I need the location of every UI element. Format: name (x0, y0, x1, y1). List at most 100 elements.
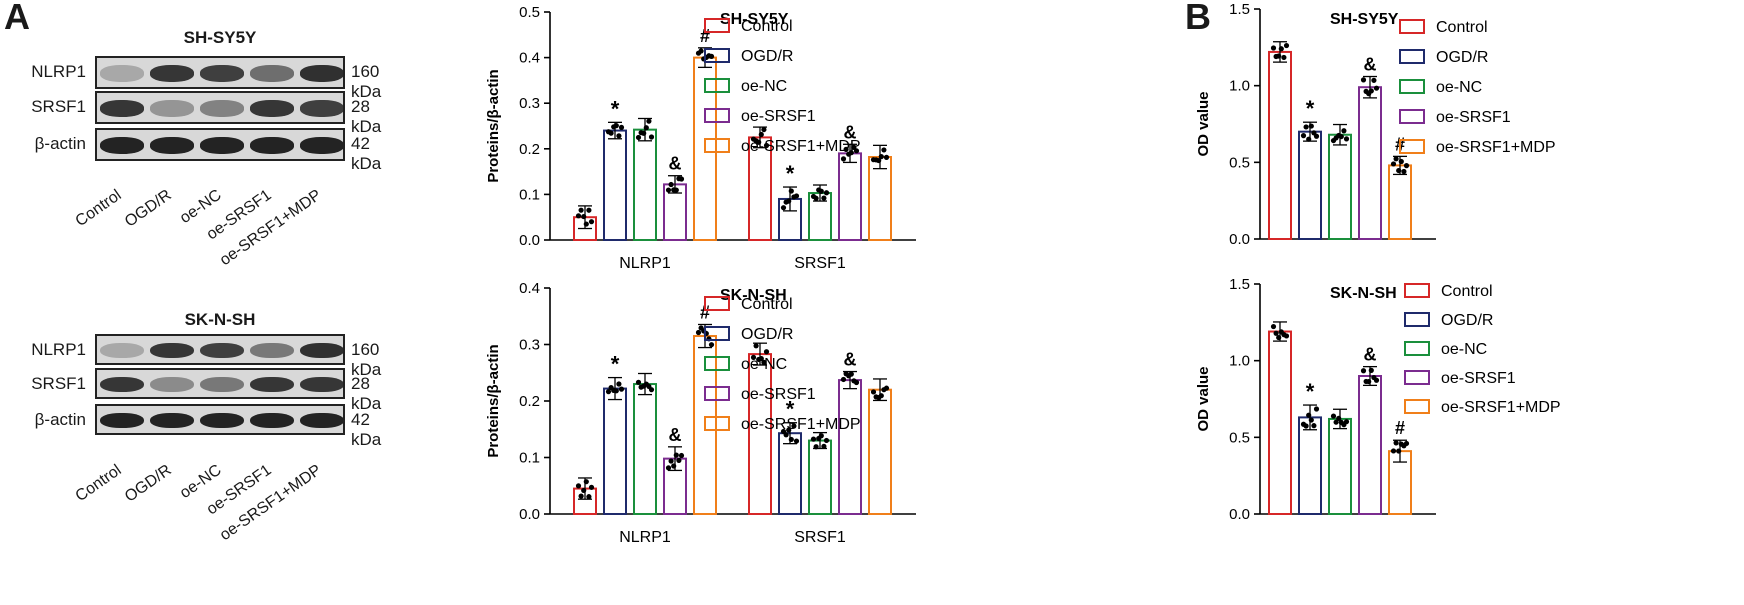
blot-band (250, 412, 294, 429)
data-point (695, 329, 702, 336)
bar-chart-proteins-sk-n-sh: 0.0 0.1 0.2 0.3 0.4 Proteins/β-actin SK-N-SH * &… (485, 280, 916, 546)
legend-label: OGD/R (741, 48, 793, 65)
blot-band (150, 137, 194, 154)
significance-mark: * (1306, 379, 1315, 404)
data-point (1333, 419, 1339, 425)
x-category-label: SRSF1 (794, 529, 846, 546)
y-tick-label: 0.0 (519, 506, 540, 523)
data-point (618, 386, 625, 392)
blot-band (100, 376, 144, 393)
legend-label: oe-SRSF1+MDP (741, 138, 861, 155)
data-point (708, 53, 715, 59)
data-point (1338, 133, 1344, 140)
data-point (883, 154, 890, 160)
data-point (1360, 368, 1367, 374)
data-point (1281, 54, 1287, 61)
legend-label: OGD/R (1441, 312, 1493, 329)
legend-swatch (1404, 341, 1430, 356)
data-point (818, 433, 824, 439)
y-tick-label: 0.3 (519, 337, 540, 354)
significance-mark: * (1306, 96, 1315, 121)
y-tick-label: 0.5 (1229, 429, 1250, 446)
y-tick-label: 0.3 (519, 95, 540, 112)
blot-kda-label: 160 kDa (351, 340, 382, 379)
significance-mark: & (669, 425, 682, 445)
data-point (616, 381, 622, 387)
data-point (1308, 417, 1314, 423)
data-point (763, 349, 770, 355)
data-point (668, 181, 674, 188)
data-point (668, 458, 674, 464)
y-tick-label: 1.0 (1229, 353, 1250, 370)
chart-title: SK-N-SH (720, 287, 787, 304)
y-tick-label: 1.5 (1229, 276, 1250, 293)
data-point (586, 207, 592, 213)
data-point (1336, 415, 1342, 422)
blot-band (100, 100, 144, 117)
data-point (848, 150, 854, 156)
data-point (821, 443, 827, 449)
data-point (761, 359, 767, 365)
y-axis-label: OD value (1195, 366, 1212, 431)
data-point (1343, 136, 1350, 142)
y-tick-label: 0.5 (519, 4, 540, 21)
legend-swatch (704, 138, 730, 153)
blot-strip (95, 368, 345, 399)
y-axis-label: Proteins/β-actin (485, 344, 502, 457)
data-point (575, 213, 582, 219)
bar (868, 156, 892, 241)
blot-band (100, 65, 144, 82)
blot-kda-label: 28 kDa (351, 374, 382, 413)
data-point (843, 146, 849, 152)
data-point (1368, 88, 1374, 94)
data-point (1311, 423, 1317, 429)
significance-mark: & (844, 122, 857, 142)
data-point (1371, 77, 1377, 83)
data-point (823, 190, 830, 196)
significance-mark: * (786, 397, 795, 422)
panel-letter-b: B (1185, 0, 1211, 37)
data-point (1360, 77, 1367, 83)
data-point (648, 134, 655, 140)
blot-band (150, 412, 194, 429)
blot-band (200, 412, 244, 429)
data-point (608, 130, 614, 136)
data-point (1396, 167, 1402, 174)
legend-label: oe-SRSF1 (741, 386, 816, 403)
blot-band (150, 376, 194, 393)
bar (633, 128, 657, 241)
blot-strip (95, 56, 345, 89)
data-point (671, 463, 677, 469)
y-tick-label: 0.2 (519, 393, 540, 410)
blot-band (250, 65, 294, 82)
blot-band (200, 342, 244, 359)
blot-strip (95, 334, 345, 365)
data-point (1373, 85, 1380, 91)
data-point (1403, 440, 1410, 447)
data-point (1341, 128, 1347, 134)
data-point (840, 156, 847, 162)
data-point (818, 188, 824, 194)
legend-label: oe-SRSF1 (1436, 109, 1511, 126)
data-point (586, 494, 592, 500)
data-point (853, 379, 860, 386)
bar (838, 379, 862, 515)
legend-swatch (1399, 79, 1425, 94)
legend-swatch (704, 356, 730, 371)
bar (868, 388, 892, 515)
data-point (1276, 53, 1282, 59)
data-point (883, 385, 890, 391)
bar (603, 387, 627, 515)
data-point (1300, 133, 1307, 139)
data-point (810, 436, 817, 442)
data-point (646, 118, 652, 124)
data-point (1398, 158, 1404, 165)
blot-band (300, 342, 343, 359)
blot-row-label: β-actin (34, 410, 86, 429)
data-point (763, 142, 770, 149)
data-point (575, 483, 582, 489)
data-point (673, 452, 679, 458)
bar (838, 152, 862, 241)
blot-band (150, 65, 194, 82)
data-point (1303, 423, 1309, 429)
